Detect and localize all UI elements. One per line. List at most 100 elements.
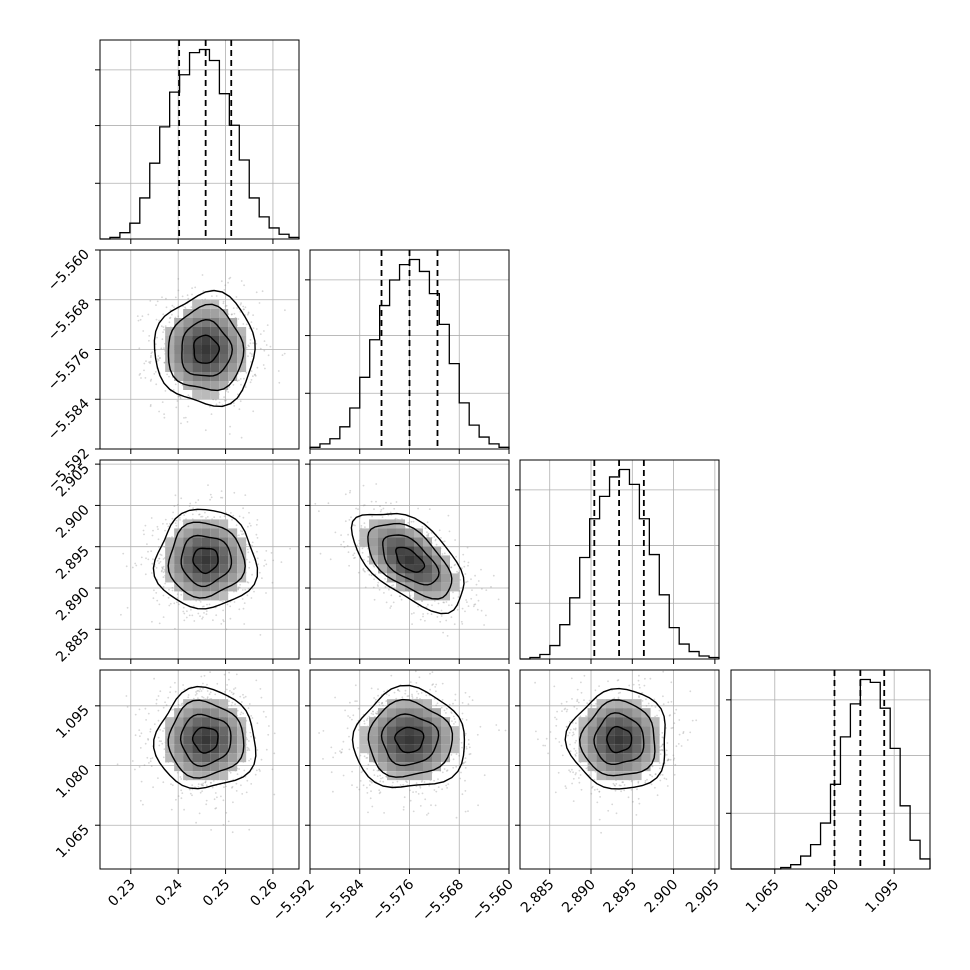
scatter-point: [334, 752, 337, 754]
scatter-point: [402, 806, 405, 808]
scatter-point: [380, 777, 382, 780]
scatter-point: [459, 777, 462, 780]
scatter-point: [240, 280, 243, 282]
scatter-point: [149, 300, 152, 302]
scatter-point: [147, 313, 150, 316]
scatter-point: [250, 783, 253, 785]
scatter-point: [253, 590, 255, 593]
scatter-point: [181, 702, 184, 705]
scatter-point: [260, 758, 263, 761]
scatter-point: [410, 520, 413, 523]
scatter-point: [243, 769, 246, 772]
scatter-point: [411, 695, 414, 698]
scatter-point: [251, 717, 254, 719]
density-cell: [237, 537, 247, 547]
scatter-point: [168, 588, 170, 591]
scatter-point: [235, 790, 238, 792]
scatter-point: [246, 749, 249, 752]
scatter-point: [426, 531, 428, 533]
scatter-point: [197, 783, 200, 785]
scatter-point: [156, 358, 159, 360]
density-cell: [228, 354, 238, 363]
density-cell: [237, 564, 247, 574]
scatter-point: [155, 698, 158, 701]
panel-frame: [309, 459, 510, 660]
scatter-point: [431, 671, 434, 673]
scatter-point: [435, 790, 438, 793]
scatter-point: [251, 544, 253, 547]
scatter-point: [373, 578, 375, 581]
scatter-point: [162, 730, 164, 732]
scatter-point: [411, 623, 413, 625]
density-cell: [165, 735, 175, 745]
scatter-point: [214, 693, 217, 696]
density-cell: [219, 363, 229, 372]
scatter-point: [234, 687, 237, 689]
scatter-point: [209, 498, 212, 501]
scatter-point: [442, 601, 445, 604]
scatter-point: [140, 556, 143, 559]
density-cell: [183, 345, 193, 354]
scatter-point: [383, 690, 385, 693]
scatter-point: [409, 789, 411, 792]
scatter-point: [356, 700, 358, 702]
scatter-point: [210, 829, 213, 831]
scatter-point: [376, 710, 379, 713]
scatter-point: [259, 688, 262, 690]
scatter-point: [390, 674, 393, 677]
density-cell: [414, 537, 423, 547]
scatter-point: [409, 594, 412, 597]
scatter-point: [464, 779, 466, 782]
scatter-point: [419, 805, 422, 807]
scatter-point: [204, 511, 206, 514]
density-cell: [387, 753, 396, 763]
scatter-point: [176, 593, 179, 596]
scatter-point: [157, 709, 160, 712]
density-cell: [210, 582, 220, 592]
scatter-point: [239, 530, 242, 532]
scatter-point: [372, 710, 374, 713]
scatter-point: [160, 740, 163, 743]
scatter-point: [168, 375, 170, 378]
contour-line: [152, 685, 257, 790]
scatter-point: [144, 742, 147, 745]
scatter-point: [373, 774, 376, 776]
scatter-point: [392, 601, 395, 604]
scatter-point: [138, 729, 141, 731]
scatter-point: [382, 780, 385, 783]
scatter-point: [239, 303, 242, 306]
density-cell: [396, 537, 405, 547]
scatter-point: [435, 704, 438, 707]
scatter-point: [231, 518, 233, 521]
scatter-point: [225, 811, 228, 814]
scatter-point: [205, 784, 208, 787]
scatter-point: [168, 604, 171, 607]
scatter-point: [384, 578, 386, 580]
scatter-point: [412, 597, 415, 600]
scatter-point: [222, 799, 225, 802]
scatter-point: [214, 807, 217, 810]
density-cell: [396, 555, 405, 565]
scatter-point: [171, 517, 174, 520]
density-cell: [201, 699, 211, 709]
scatter-point: [340, 534, 342, 536]
scatter-point: [192, 697, 195, 700]
scatter-point: [349, 491, 351, 494]
scatter-point: [155, 318, 158, 321]
scatter-point: [238, 586, 241, 589]
scatter-point: [193, 605, 195, 608]
scatter-point: [162, 522, 164, 525]
scatter-point: [277, 370, 280, 372]
scatter-point: [201, 790, 204, 792]
scatter-point: [332, 790, 334, 793]
scatter-point: [477, 804, 479, 807]
scatter-point: [346, 545, 349, 547]
scatter-point: [372, 564, 375, 567]
density-cell: [237, 744, 247, 754]
density-cell: [183, 336, 193, 345]
scatter-point: [233, 312, 236, 315]
panel-2-0: [95, 459, 300, 664]
density-cell: [174, 345, 184, 354]
contour-line: [382, 534, 440, 586]
scatter-point: [467, 739, 470, 741]
